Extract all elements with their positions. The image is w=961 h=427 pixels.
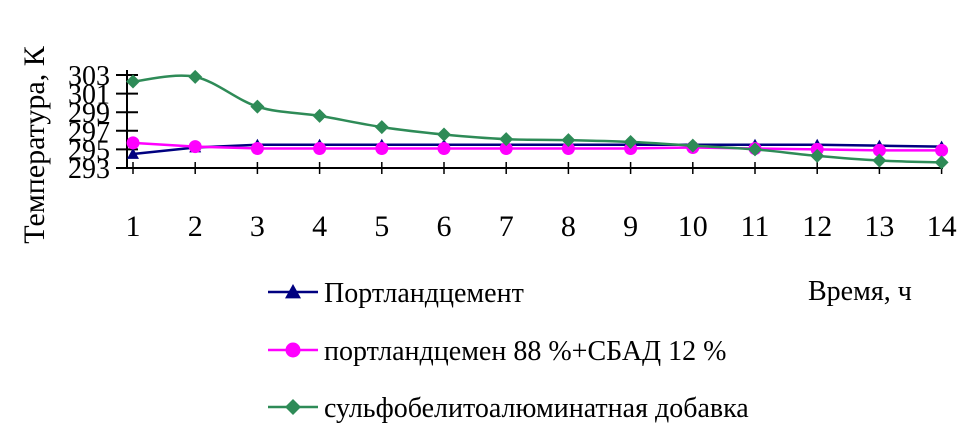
x-axis-ticks: 1 2 3 4 5 6 7 8 9 10 11 12 13 14 — [126, 162, 957, 243]
diamond-marker — [126, 74, 140, 89]
diamond-marker — [561, 133, 576, 148]
diamond-marker — [934, 155, 949, 170]
circle-marker — [499, 141, 513, 155]
diamond-marker — [374, 120, 389, 135]
circle-marker — [935, 143, 949, 157]
legend-label: Портландцемент — [324, 278, 524, 309]
diamond-marker — [437, 127, 451, 142]
x-tick-label: 12 — [802, 210, 832, 243]
y-tick-label: 301 — [68, 80, 110, 111]
circle-marker — [437, 141, 451, 155]
circle-marker — [561, 141, 575, 155]
circle-marker — [188, 140, 202, 154]
triangle-marker — [127, 148, 139, 159]
x-tick-label: 9 — [623, 210, 638, 243]
circle-marker — [285, 342, 301, 358]
series-line — [132, 143, 942, 156]
circle-marker — [872, 143, 886, 157]
x-tick-label: 1 — [126, 210, 141, 243]
x-tick-label: 13 — [864, 210, 894, 243]
x-tick-label: 4 — [312, 210, 327, 243]
x-tick-label: 11 — [741, 210, 770, 243]
x-tick-label: 10 — [678, 210, 708, 243]
diamond-marker — [312, 108, 327, 123]
circle-marker — [126, 136, 140, 150]
x-tick-label: 8 — [561, 210, 576, 243]
series-line — [132, 141, 942, 152]
x-tick-label: 2 — [188, 210, 203, 243]
series — [126, 69, 949, 170]
y-axis-label: Температура, К — [18, 45, 51, 243]
x-tick-label: 5 — [374, 210, 389, 243]
diamond-marker — [685, 138, 700, 153]
legend-item: портландцемен 88 %+СБАД 12 % — [268, 336, 726, 367]
diamond-marker — [188, 69, 203, 84]
circle-marker — [375, 141, 389, 155]
x-tick-label: 6 — [437, 210, 452, 243]
series-group — [126, 69, 949, 170]
diamond-marker — [285, 399, 301, 415]
legend: Портландцемент портландцемен 88 %+СБАД 12… — [268, 278, 749, 424]
diamond-marker — [623, 134, 638, 149]
y-tick-label: 293 — [68, 154, 110, 185]
y-tick-label: 303 — [68, 61, 110, 92]
diamond-marker — [748, 142, 762, 157]
legend-item: Портландцемент — [268, 278, 524, 309]
x-axis-label: Время, ч — [808, 276, 912, 307]
y-tick-label: 297 — [68, 117, 110, 148]
y-tick-label: 295 — [68, 135, 110, 166]
x-tick-label: 3 — [250, 210, 265, 243]
circle-marker — [313, 141, 327, 155]
legend-label: сульфобелитоалюминатная добавка — [324, 393, 749, 424]
legend-item: сульфобелитоалюминатная добавка — [268, 393, 749, 424]
y-tick-label: 299 — [68, 98, 110, 129]
diamond-marker — [872, 153, 887, 168]
triangle-marker — [285, 284, 301, 299]
diamond-marker — [250, 99, 265, 114]
diamond-marker — [810, 148, 825, 163]
circle-marker — [250, 141, 264, 155]
legend-label: портландцемен 88 %+СБАД 12 % — [324, 336, 726, 367]
x-tick-label: 7 — [499, 210, 514, 243]
diamond-marker — [499, 132, 514, 147]
x-tick-label: 14 — [927, 210, 957, 243]
